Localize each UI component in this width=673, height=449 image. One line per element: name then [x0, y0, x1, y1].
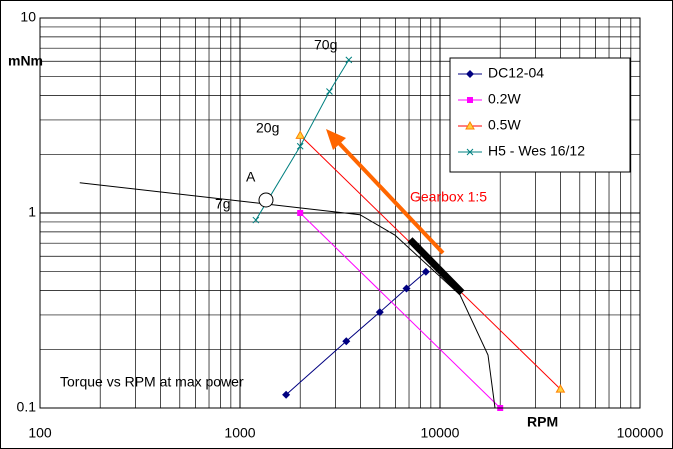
- plot-border: [39, 17, 641, 409]
- marker: [555, 384, 566, 393]
- marker: [465, 120, 475, 130]
- annotation: 20g: [256, 120, 279, 136]
- marker: [466, 70, 474, 78]
- x-tick-label: 100: [28, 425, 52, 441]
- annotation: 70g: [314, 37, 337, 53]
- marker: [282, 390, 291, 399]
- x-tick-label: 1000: [224, 425, 255, 441]
- x-tick-label: 100000: [617, 425, 664, 441]
- y-tick-label: 0.1: [17, 399, 37, 415]
- legend-label: 0.2W: [488, 91, 521, 107]
- arrow: [336, 140, 445, 255]
- annotation: A: [246, 169, 256, 185]
- annotation: 7g: [215, 196, 231, 212]
- series-line: [299, 212, 501, 409]
- marker: [326, 88, 333, 95]
- chart-title: Torque vs RPM at max power: [60, 374, 244, 390]
- marker: [402, 284, 411, 293]
- series-line: [407, 237, 465, 296]
- x-tick-label: 10000: [421, 425, 460, 441]
- marker: [375, 308, 384, 317]
- plot: [79, 56, 566, 411]
- legend-label: DC12-04: [488, 65, 544, 81]
- legend-box: [449, 57, 631, 173]
- x-axis-label: RPM: [527, 414, 558, 430]
- marker: [467, 97, 473, 103]
- series-line: [79, 182, 496, 409]
- y-tick-label: 10: [20, 9, 36, 25]
- marker: [295, 130, 306, 139]
- point-a: [258, 192, 274, 208]
- marker: [296, 142, 304, 150]
- legend: DC12-04 0.2W 0.5W H5 - Wes 16/12: [449, 57, 631, 173]
- y-axis-label: mNm: [8, 53, 43, 69]
- marker: [345, 56, 353, 64]
- annotation: Gearbox 1:5: [410, 189, 487, 205]
- series-line: [255, 59, 350, 221]
- marker: [421, 267, 430, 276]
- y-tick-label: 1: [28, 204, 36, 220]
- marker: [297, 210, 304, 216]
- legend-label: 0.5W: [488, 117, 521, 133]
- legend-label: H5 - Wes 16/12: [488, 143, 585, 159]
- marker: [466, 148, 474, 156]
- marker: [342, 337, 351, 346]
- arrow-head: [326, 129, 346, 150]
- marker: [252, 216, 260, 224]
